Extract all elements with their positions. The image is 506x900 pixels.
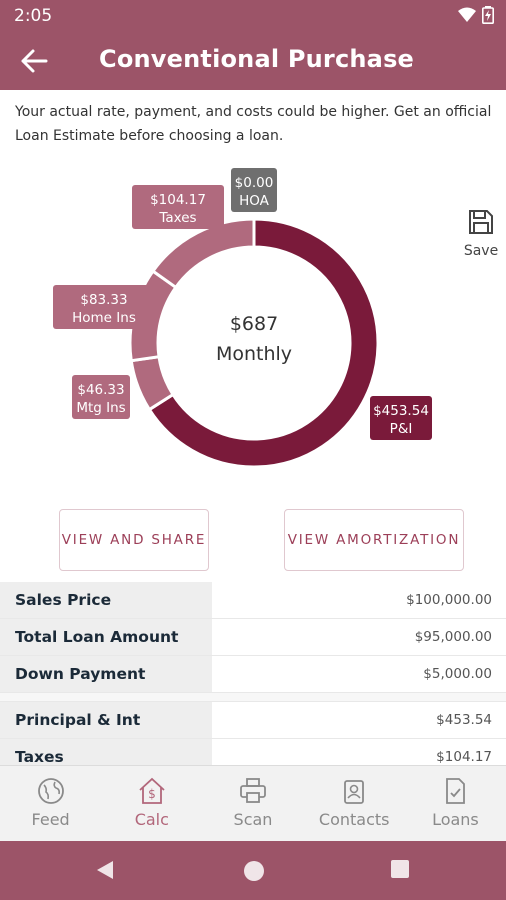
callout-amount: $83.33 bbox=[80, 292, 127, 308]
row-label: Sales Price bbox=[0, 582, 212, 618]
callout-box bbox=[53, 285, 155, 329]
callout-taxes: $104.17 Taxes bbox=[132, 185, 224, 229]
table-row: Principal & Int $453.54 bbox=[0, 702, 506, 739]
callout-name: Mtg Ins bbox=[76, 400, 125, 416]
save-button[interactable]: Save bbox=[460, 208, 502, 264]
row-value: $453.54 bbox=[436, 712, 492, 728]
callout-p-i: $453.54 P&I bbox=[370, 396, 432, 440]
row-label: Principal & Int bbox=[0, 702, 212, 738]
table-row: Total Loan Amount $95,000.00 bbox=[0, 619, 506, 656]
battery-charging-icon bbox=[482, 6, 494, 24]
nav-item-calc[interactable]: $ Calc bbox=[101, 766, 202, 841]
nav-item-loans[interactable]: Loans bbox=[405, 766, 506, 841]
document-check-icon bbox=[446, 778, 466, 804]
nav-label: Contacts bbox=[318, 810, 390, 829]
back-triangle-icon[interactable] bbox=[95, 859, 115, 881]
globe-icon bbox=[37, 778, 64, 804]
callout-hoa: $0.00 HOA bbox=[231, 168, 277, 212]
row-value: $100,000.00 bbox=[406, 592, 492, 608]
nav-label: Scan bbox=[233, 810, 273, 829]
callout-name: Taxes bbox=[158, 210, 196, 226]
row-value: $104.17 bbox=[436, 749, 492, 765]
nav-item-feed[interactable]: Feed bbox=[0, 766, 101, 841]
nav-label: Feed bbox=[31, 810, 70, 829]
monthly-payment-donut-chart: $687 Monthly $453.54 P&I $46.33 Mtg Ins $83.… bbox=[53, 168, 432, 469]
status-bar: 2:05 bbox=[0, 0, 506, 32]
chart-center-label: Monthly bbox=[216, 343, 292, 365]
view-and-share-button[interactable]: VIEW AND SHARE bbox=[59, 509, 209, 571]
bottom-navigation: Feed $ Calc Scan Contacts Loans bbox=[0, 765, 506, 841]
disclaimer-text: Your actual rate, payment, and costs cou… bbox=[15, 104, 492, 144]
table-row: Down Payment $5,000.00 bbox=[0, 656, 506, 693]
callout-box bbox=[72, 375, 130, 419]
callout-home-ins: $83.33 Home Ins bbox=[53, 285, 155, 329]
loan-details-table: Sales Price $100,000.00 Total Loan Amoun… bbox=[0, 582, 506, 776]
callout-amount: $104.17 bbox=[150, 192, 206, 208]
wifi-icon bbox=[458, 7, 476, 22]
table-row: Sales Price $100,000.00 bbox=[0, 582, 506, 619]
app-bar: Conventional Purchase bbox=[0, 32, 506, 90]
home-circle-icon[interactable] bbox=[242, 859, 266, 883]
arrow-left-icon bbox=[21, 49, 48, 73]
svg-text:$: $ bbox=[148, 787, 156, 801]
section-divider bbox=[0, 693, 506, 702]
nav-label: Loans bbox=[432, 810, 479, 829]
view-amortization-button[interactable]: VIEW AMORTIZATION bbox=[284, 509, 464, 571]
nav-label: Calc bbox=[134, 810, 169, 829]
callout-name: HOA bbox=[239, 193, 270, 209]
floppy-disk-icon bbox=[469, 210, 493, 234]
save-label: Save bbox=[463, 243, 499, 259]
callout-box bbox=[231, 168, 277, 212]
nav-item-contacts[interactable]: Contacts bbox=[304, 766, 405, 841]
callout-amount: $0.00 bbox=[235, 175, 274, 191]
callout-box bbox=[370, 396, 432, 440]
back-button[interactable] bbox=[18, 46, 52, 76]
donut-slice-taxes bbox=[150, 217, 256, 290]
row-label: Total Loan Amount bbox=[0, 619, 212, 655]
row-value: $5,000.00 bbox=[423, 666, 492, 682]
chart-center-amount: $687 bbox=[230, 313, 278, 335]
contacts-icon bbox=[344, 780, 365, 804]
house-dollar-icon: $ bbox=[139, 777, 165, 804]
page-title: Conventional Purchase bbox=[99, 45, 415, 73]
recents-square-icon[interactable] bbox=[390, 859, 410, 879]
callout-amount: $453.54 bbox=[373, 403, 429, 419]
callout-name: Home Ins bbox=[72, 310, 136, 326]
printer-icon bbox=[240, 778, 266, 803]
callout-mtg-ins: $46.33 Mtg Ins bbox=[72, 375, 130, 419]
donut-slice-p-i bbox=[147, 217, 380, 469]
callout-box bbox=[132, 185, 224, 229]
callout-name: P&I bbox=[390, 421, 413, 437]
status-icons bbox=[458, 6, 494, 24]
callout-amount: $46.33 bbox=[77, 382, 124, 398]
status-time: 2:05 bbox=[14, 6, 53, 26]
nav-item-scan[interactable]: Scan bbox=[202, 766, 303, 841]
row-value: $95,000.00 bbox=[414, 629, 492, 645]
row-label: Down Payment bbox=[0, 656, 212, 692]
system-navigation-bar bbox=[0, 841, 506, 900]
